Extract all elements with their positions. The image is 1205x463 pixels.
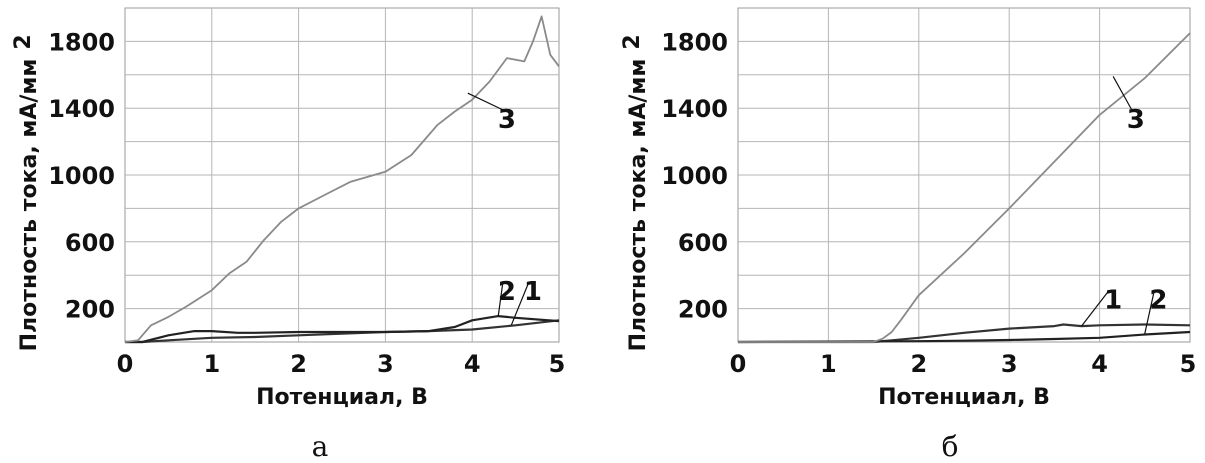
chart-1-series-2-line (125, 315, 560, 344)
chart-2-ytick-label: 1000 (661, 162, 728, 190)
chart-1-ytick-label: 1800 (48, 28, 115, 56)
chart-1-curve-label-2: 2 (498, 277, 516, 307)
chart-1-ytick-label: 600 (65, 229, 115, 257)
chart-1-xtick-label: 3 (377, 350, 394, 378)
chart-1-ytick-label: 1400 (48, 95, 115, 123)
chart-2-annotation-leader (1112, 76, 1133, 111)
chart-2-xtick-label: 2 (910, 350, 927, 378)
chart-1-xtick-label: 1 (203, 350, 220, 378)
chart-2-annotation-leader (1144, 290, 1155, 334)
chart-2-y-axis-label: Плотность тока, мА/мм (626, 59, 651, 352)
chart-2-ytick-label: 600 (678, 229, 728, 257)
chart-2-y-axis-label-superscript: 2 (620, 34, 645, 49)
chart-1-series-1-line (125, 319, 560, 344)
chart-1-ytick-label: 1000 (48, 162, 115, 190)
chart-2-xtick-label: 3 (1001, 350, 1018, 378)
chart-1-curve-label-1: 1 (524, 277, 542, 307)
chart-1-annotation-leader (497, 281, 504, 317)
chart-1-xtick-label: 4 (464, 350, 481, 378)
chart-2-xtick-label: 4 (1091, 350, 1108, 378)
chart-2-ytick-label: 200 (678, 296, 728, 324)
chart-2-xtick-label: 0 (730, 350, 747, 378)
chart-1-xtick-label: 2 (290, 350, 307, 378)
chart-2-curve-label-2: 2 (1149, 285, 1167, 315)
chart-1-panel-label: а (312, 430, 329, 463)
chart-2-curve-label-1: 1 (1104, 285, 1122, 315)
chart-2-annotation-leader (1081, 289, 1110, 327)
chart-1-x-axis-label: Потенциал, В (256, 385, 428, 410)
chart-1-curve-label-3: 3 (498, 105, 516, 135)
chart-2-panel-label: б (942, 430, 959, 463)
chart-1-xtick-label: 0 (117, 350, 134, 378)
chart-2-series-1-line (738, 323, 1191, 344)
chart-2-xtick-label: 1 (820, 350, 837, 378)
chart-1-y-axis-label-superscript: 2 (11, 34, 36, 49)
chart-2-series-2-line (737, 330, 1191, 344)
chart-2-ytick-label: 1400 (661, 95, 728, 123)
chart-1-series-3-line (124, 15, 560, 343)
chart-2-x-axis-label: Потенциал, В (878, 385, 1050, 410)
chart-2-curve-label-3: 3 (1127, 105, 1145, 135)
chart-1-xtick-label: 5 (549, 350, 566, 378)
chart-2-series-3-line (738, 32, 1191, 343)
chart-2-xtick-label: 5 (1180, 350, 1197, 378)
chart-1-annotation-leader (510, 281, 530, 326)
chart-1-y-axis-label: Плотность тока, мА/мм (17, 59, 42, 352)
chart-2-ytick-label: 1800 (661, 28, 728, 56)
chart-1-ytick-label: 200 (65, 296, 115, 324)
chart-1-annotation-leader (467, 92, 504, 111)
